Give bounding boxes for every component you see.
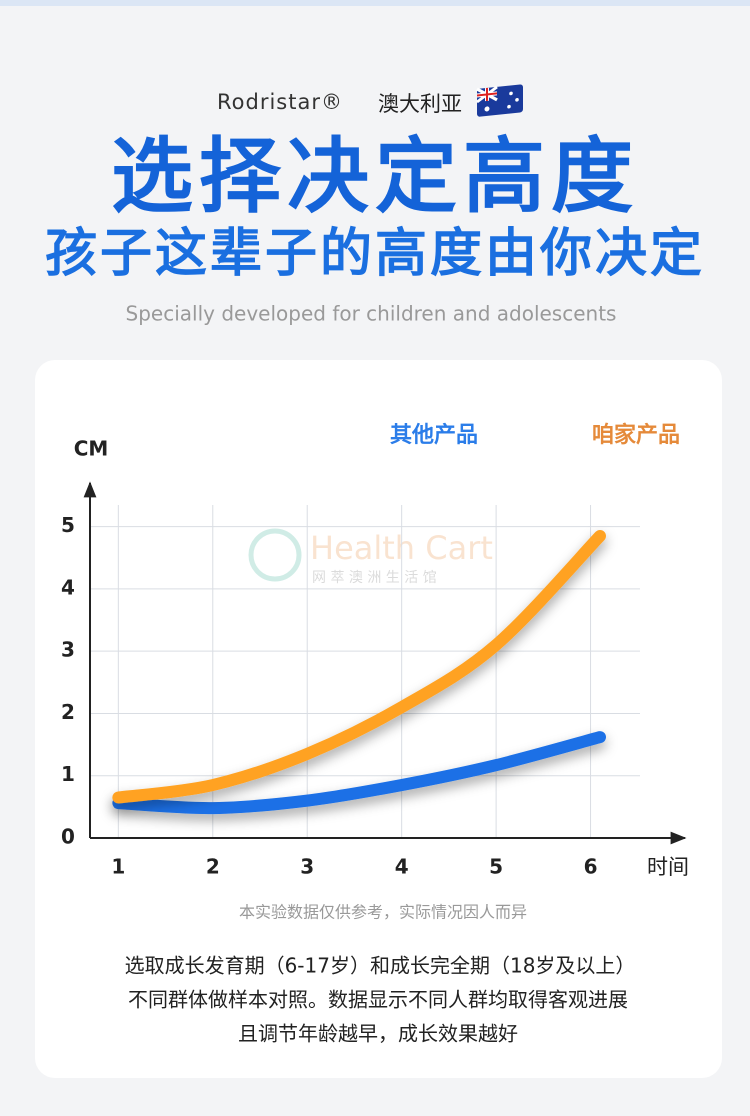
- x-axis-label: 时间: [647, 855, 689, 879]
- series-line: [112, 731, 606, 815]
- origin: 澳大利亚: [378, 92, 462, 116]
- legend-label: 其他产品: [390, 423, 478, 448]
- x-tick-label: 3: [300, 855, 314, 879]
- tagline: Specially developed for children and ado…: [126, 302, 617, 326]
- y-tick-label: 0: [61, 825, 75, 849]
- watermark-sub: 网 萃 澳 洲 生 活 馆: [312, 570, 437, 586]
- y-tick-label: 5: [61, 513, 75, 537]
- y-tick-label: 1: [61, 762, 75, 786]
- x-tick-label: 4: [395, 855, 409, 879]
- x-tick-label: 2: [206, 855, 220, 879]
- legend-label: 咱家产品: [592, 422, 680, 448]
- top-strip: [0, 0, 750, 6]
- y-tick-label: 2: [61, 700, 75, 724]
- subtitle: 孩子这辈子的高度由你决定: [45, 224, 705, 284]
- title: 选择决定高度: [111, 129, 639, 224]
- plot: 0 1 2 3 4 5 1 2 3 4 5 6 其他产品 咱家产品: [61, 422, 687, 879]
- brand: Rodristar®: [217, 90, 343, 114]
- y-tick-label: 3: [61, 638, 75, 662]
- description-line: 不同群体做样本对照。数据显示不同人群均取得客观进展: [128, 988, 628, 1012]
- y-tick-label: 4: [61, 575, 75, 599]
- x-tick-label: 6: [584, 855, 598, 879]
- series-line: [112, 529, 606, 804]
- x-tick-label: 1: [111, 855, 125, 879]
- description-line: 选取成长发育期（6-17岁）和成长完全期（18岁及以上）: [125, 954, 636, 978]
- flag: [476, 84, 523, 117]
- y-axis-label: CM: [74, 437, 109, 461]
- x-tick-label: 5: [489, 855, 503, 879]
- note: 本实验数据仅供参考，实际情况因人而异: [239, 903, 527, 922]
- description-line: 且调节年龄越早，成长效果越好: [238, 1022, 518, 1046]
